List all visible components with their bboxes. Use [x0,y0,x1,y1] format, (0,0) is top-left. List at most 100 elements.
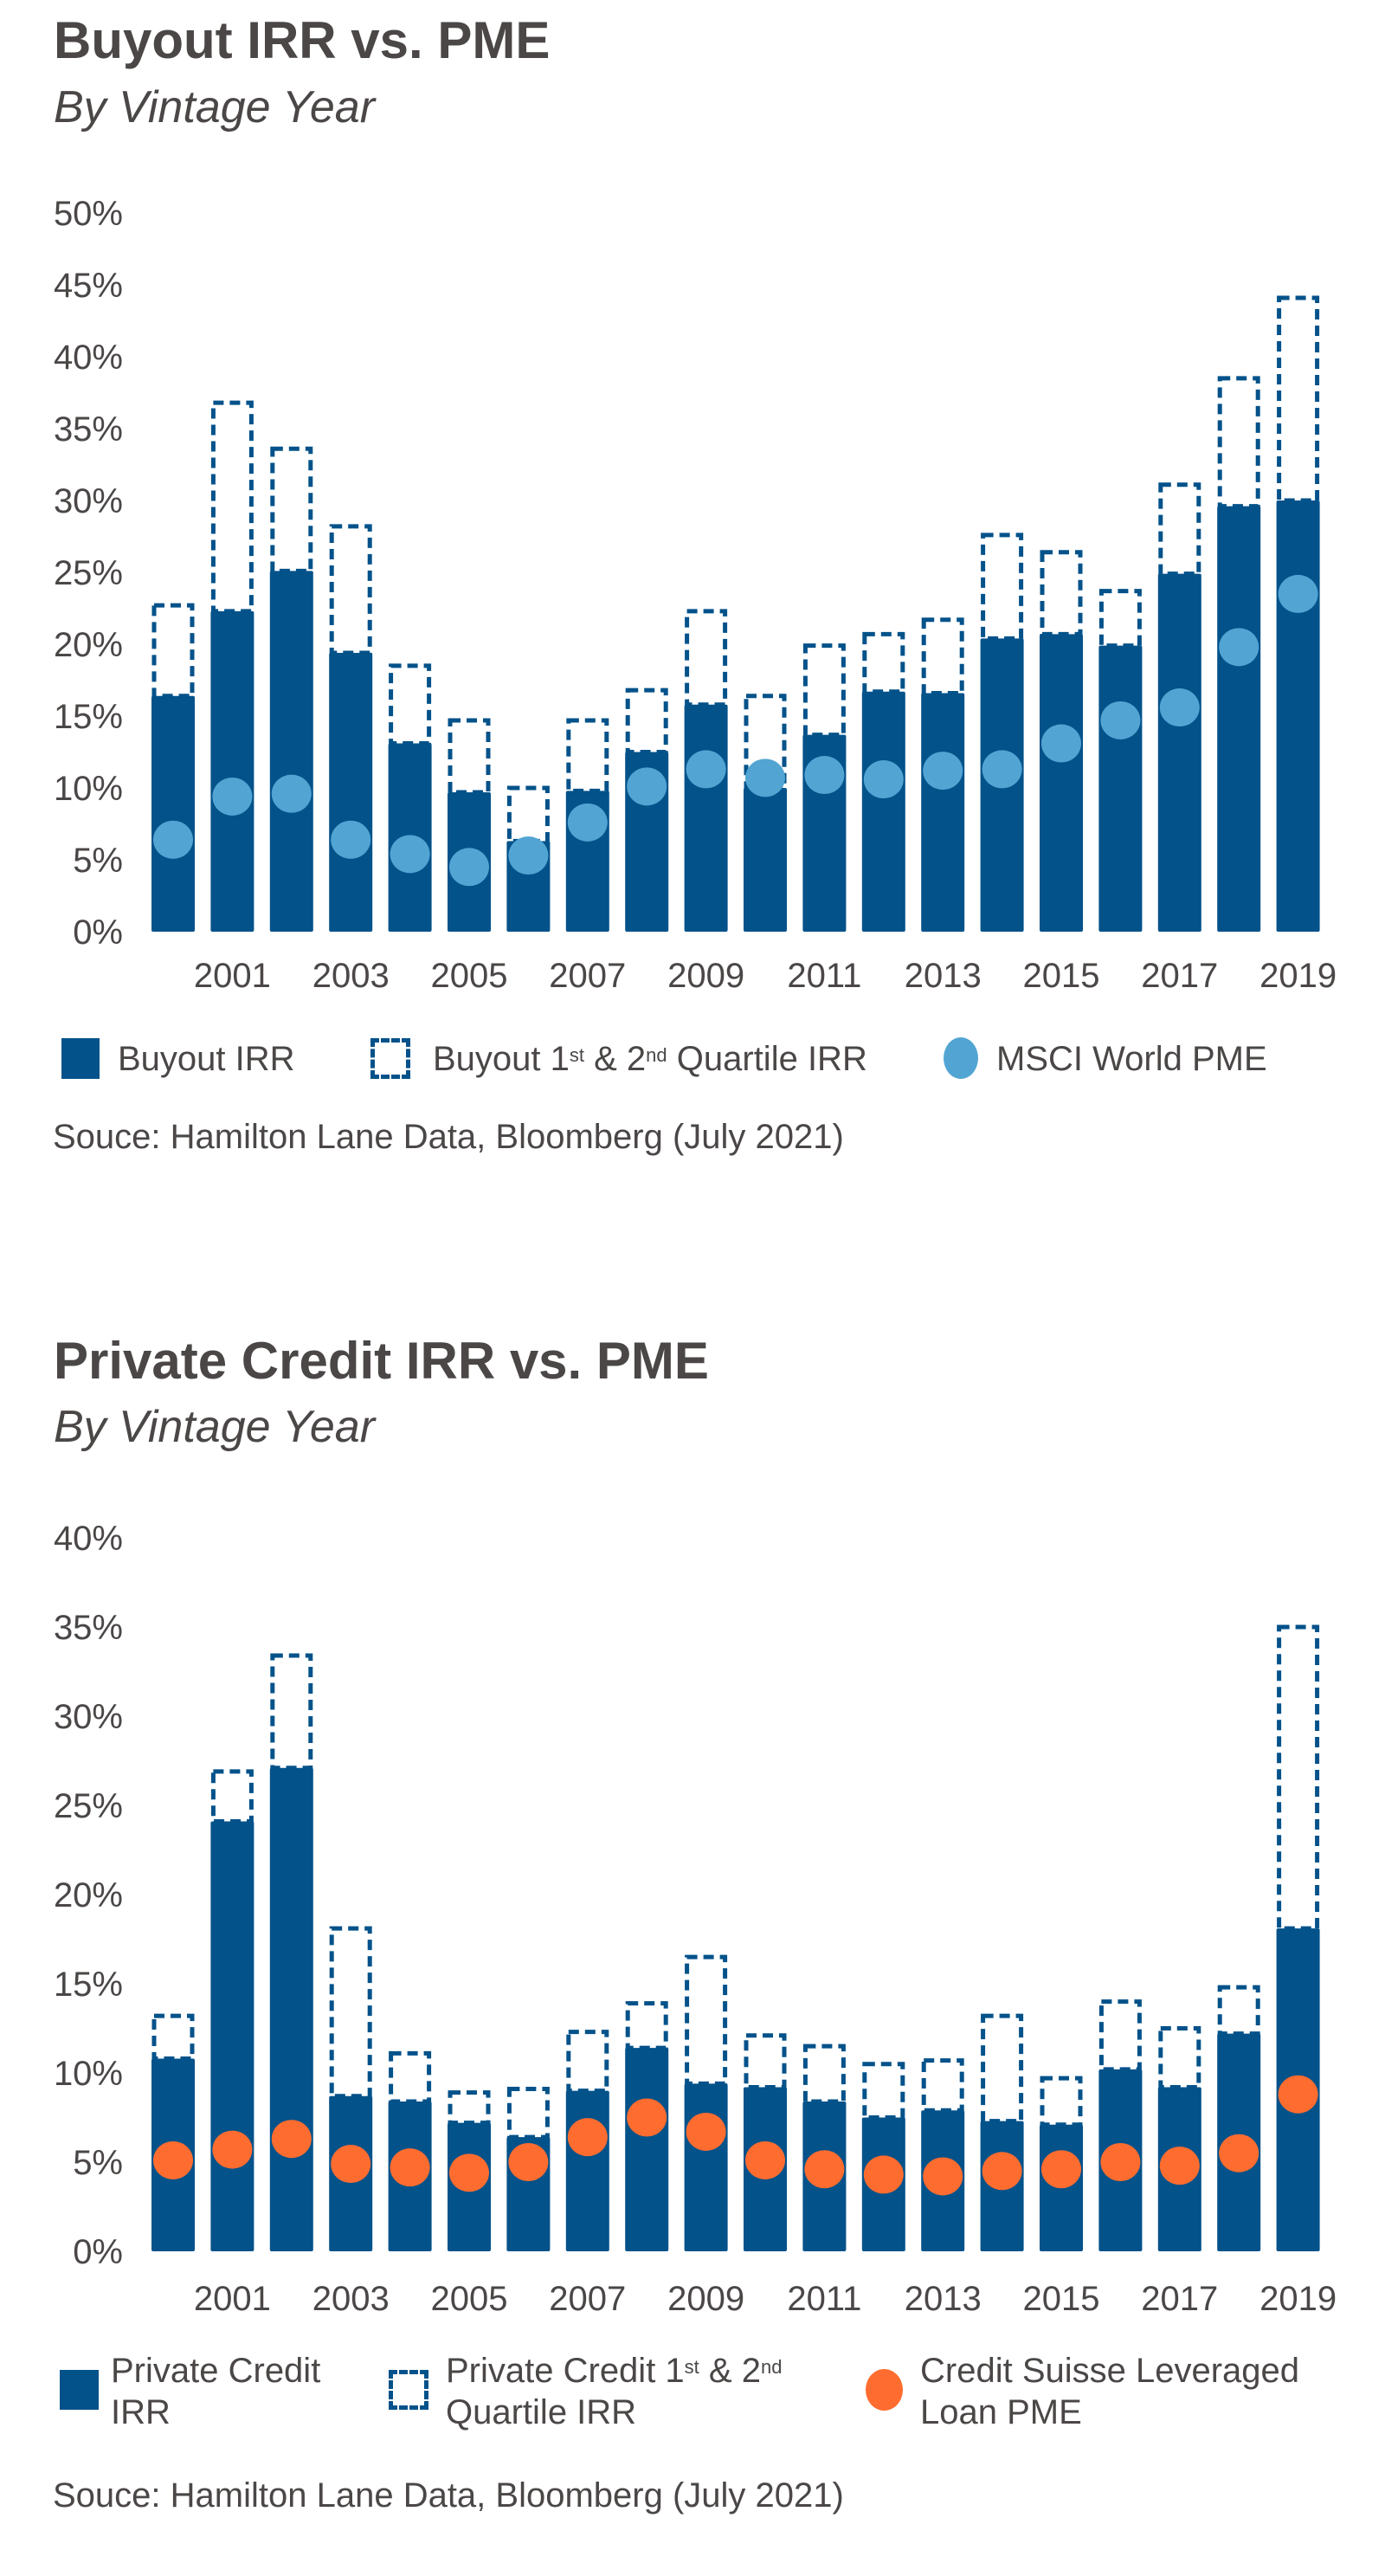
pme-dot [982,750,1022,789]
pme-dot [331,2145,371,2184]
x-tick-label: 2019 [1259,2280,1337,2318]
irr-bar [921,693,965,932]
pme-dot [745,2140,785,2179]
x-tick-label: 2005 [431,2280,508,2318]
quartile-dashed-bar [685,1954,728,2086]
pme-dot [1100,2143,1141,2181]
quartile-dashed-bar [448,718,491,795]
legend-text-part: Quartile IRR [667,1040,867,1078]
pme-dot [449,2153,489,2192]
quartile-dashed-bar [270,446,313,573]
x-tick-label: 2001 [194,2280,271,2318]
y-tick-label: 5% [73,2144,123,2182]
legend-label-buyout-quartile: Buyout 1st & 2nd Quartile IRR [433,1038,867,1080]
legend-text-part: Buyout 1 [433,1040,570,1078]
quartile-dashed-bar [151,603,195,699]
y-tick-label: 30% [54,1698,123,1736]
pme-dot [567,803,608,842]
irr-bar [1098,645,1143,932]
y-tick-label: 10% [54,2055,123,2093]
legend-swatch-msci-pme [944,1037,978,1079]
x-tick-label: 2015 [1023,2280,1100,2318]
legend-sup: st [684,2356,699,2378]
legend-swatch-cs-pme [866,2369,903,2411]
x-tick-label: 2003 [312,2280,390,2318]
x-tick-label: 2019 [1259,957,1337,995]
quartile-dashed-bar [744,2033,787,2089]
y-tick-label: 20% [54,626,123,664]
pme-dot [982,2152,1022,2191]
quartile-dashed-bar [329,1926,372,2099]
x-tick-label: 2011 [787,2280,861,2318]
pme-dot [271,2120,312,2159]
quartile-dashed-bar [1217,376,1260,509]
quartile-dashed-bar [1098,1999,1142,2072]
pme-dot [1219,628,1259,667]
x-tick-label: 2007 [549,957,626,995]
irr-bar [1157,573,1201,932]
pme-dot [627,767,667,806]
pme-dot [1041,724,1081,763]
quartile-dashed-bar [389,2050,432,2104]
chart1-subtitle: By Vintage Year [54,82,376,132]
legend-label-buyout-irr: Buyout IRR [118,1040,295,1078]
pme-dot [1278,574,1318,613]
legend-text-part: Private Credit 1 [446,2352,685,2390]
quartile-dashed-bar [981,2013,1024,2124]
legend-text-part: & 2 [584,1040,647,1078]
x-tick-label: 2017 [1141,2280,1218,2318]
pme-dot [686,2112,726,2151]
quartile-dashed-bar [862,631,905,694]
pme-dot [686,750,726,789]
y-tick-label: 5% [73,842,123,880]
quartile-dashed-bar [625,688,668,754]
chart2-title: Private Credit IRR vs. PME [54,1332,709,1390]
quartile-dashed-bar [1098,589,1142,649]
y-tick-label: 30% [54,482,123,520]
pme-dot [508,2143,549,2181]
y-tick-label: 0% [73,2233,123,2271]
legend-swatch-credit-quartile [389,2370,428,2410]
legend-sup: nd [646,1044,667,1066]
y-tick-label: 20% [54,1876,123,1914]
quartile-dashed-bar [1040,550,1083,636]
chart1-source: Souce: Hamilton Lane Data, Bloomberg (Ju… [53,1118,844,1156]
irr-bar [329,652,373,932]
pme-dot [745,759,785,797]
pme-dot [153,2140,193,2179]
pme-dot [508,836,549,875]
irr-bar [565,2090,609,2251]
irr-bar [684,704,728,932]
irr-bar [151,695,195,932]
quartile-dashed-bar [210,400,254,614]
x-tick-label: 2005 [431,957,508,995]
legend-text-part: & 2 [699,2352,761,2390]
quartile-dashed-bar [921,617,964,695]
pme-dot [863,2155,904,2194]
irr-bar [1217,506,1261,932]
pme-dot [1041,2150,1081,2189]
x-tick-label: 2009 [667,957,744,995]
irr-bar [684,2083,728,2251]
pme-dot [390,2148,430,2187]
quartile-dashed-bar [802,643,846,738]
pme-dot [153,820,193,859]
quartile-dashed-bar [448,2090,491,2126]
pme-dot [804,2150,845,2189]
pme-dot [212,2130,253,2169]
chart1-title: Buyout IRR vs. PME [54,11,551,69]
pme-dot [863,760,904,799]
y-tick-label: 15% [54,1966,123,2004]
quartile-dashed-bar [566,718,609,793]
pme-dot [390,835,430,874]
quartile-dashed-bar [329,524,372,655]
quartile-dashed-bar [981,533,1024,641]
legend-line: Credit Suisse Leveraged [920,2352,1300,2390]
legend-line: Loan PME [920,2393,1082,2431]
pme-dot [1219,2134,1259,2172]
x-tick-label: 2017 [1141,957,1218,995]
x-tick-label: 2001 [194,957,271,995]
pme-dot [212,777,253,816]
y-tick-label: 25% [54,554,123,592]
